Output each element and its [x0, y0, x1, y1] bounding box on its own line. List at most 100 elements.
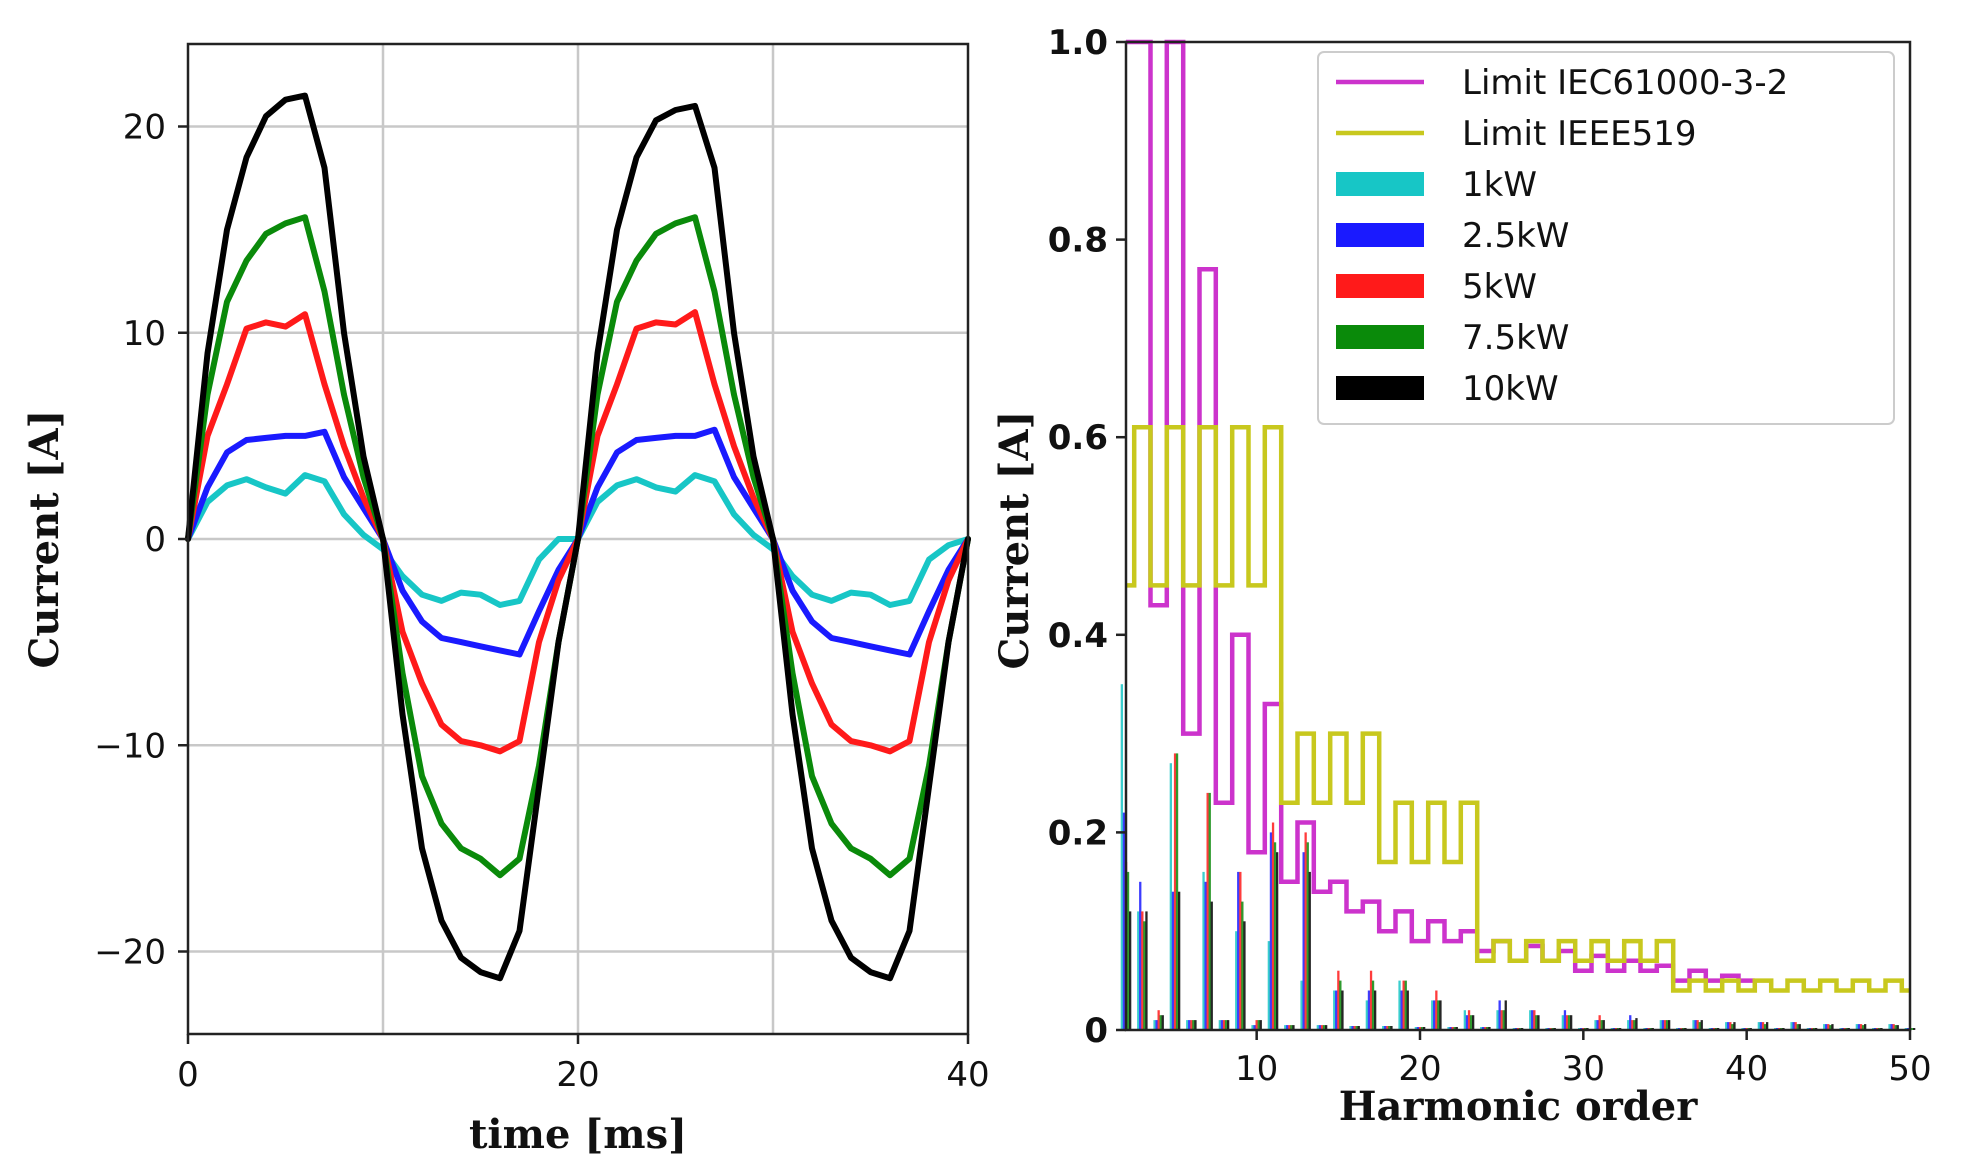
harmonic-bar-5kW-h18: [1386, 1026, 1389, 1030]
harmonic-bar-10kW-h17: [1374, 990, 1377, 1030]
harmonic-bar-7.5kW-h31: [1600, 1020, 1603, 1030]
harmonic-bar-10kW-h50: [1913, 1028, 1916, 1030]
harmonic-bar-7.5kW-h8: [1224, 1020, 1228, 1030]
harmonic-bar-10kW-h20: [1423, 1027, 1426, 1030]
harmonic-bar-1kW-h31: [1594, 1020, 1597, 1030]
harmonic-bar-7.5kW-h5: [1175, 753, 1179, 1030]
harmonic-bar-7.5kW-h22: [1453, 1027, 1456, 1030]
harmonic-bar-7.5kW-h14: [1322, 1025, 1326, 1030]
harmonic-bar-1kW-h15: [1333, 990, 1336, 1030]
harmonic-bar-5kW-h10: [1255, 1020, 1258, 1030]
harmonic-bar-10kW-h25: [1504, 1000, 1507, 1030]
harmonic-bar-1kW-h20: [1414, 1027, 1417, 1030]
harmonic-bar-7.5kW-h50: [1910, 1028, 1914, 1030]
harmonics-y-axis-label: Current [A]: [991, 411, 1038, 670]
harmonic-bar-7.5kW-h47: [1861, 1025, 1865, 1030]
harmonic-bar-10kW-h49: [1896, 1025, 1899, 1030]
harmonic-bar-2.5kW-h29: [1563, 1010, 1567, 1030]
harmonic-bar-1kW-h16: [1349, 1026, 1352, 1030]
harmonic-bar-10kW-h29: [1570, 1015, 1573, 1030]
harmonic-bar-10kW-h8: [1227, 1020, 1230, 1030]
harmonic-bar-5kW-h27: [1533, 1010, 1536, 1030]
harmonic-bar-10kW-h5: [1178, 891, 1181, 1030]
harmonic-bar-2.5kW-h6: [1188, 1020, 1191, 1030]
harmonic-bar-2.5kW-h12: [1286, 1025, 1289, 1030]
harmonic-bar-5kW-h5: [1173, 753, 1177, 1030]
harmonic-bar-5kW-h20: [1418, 1027, 1422, 1030]
harmonic-bar-10kW-h18: [1390, 1026, 1393, 1030]
limit-line-Limit-IEEE519: [1126, 425, 1910, 993]
harmonic-bar-10kW-h14: [1325, 1025, 1328, 1030]
harmonic-bar-5kW-h31: [1598, 1015, 1601, 1030]
legend-label: Limit IEEE519: [1462, 114, 1696, 154]
harmonic-bar-2.5kW-h5: [1171, 891, 1175, 1030]
waveform-y-ticks: −20 −10 0 10 20: [94, 108, 188, 973]
harmonic-bar-7.5kW-h41: [1763, 1024, 1767, 1030]
harmonic-bar-2.5kW-h14: [1318, 1025, 1322, 1030]
harmonic-bar-2.5kW-h4: [1155, 1020, 1158, 1030]
harmonic-bar-7.5kW-h16: [1355, 1026, 1358, 1030]
waveform-y-axis-label: Current [A]: [21, 410, 68, 669]
harmonic-bar-5kW-h47: [1859, 1024, 1863, 1030]
harmonic-bar-7.5kW-h39: [1731, 1024, 1734, 1030]
harmonic-bar-5kW-h22: [1451, 1027, 1454, 1030]
harmonic-bar-7.5kW-h13: [1306, 842, 1309, 1030]
harmonic-bar-7.5kW-h10: [1257, 1020, 1260, 1030]
harmonic-bar-1kW-h27: [1529, 1010, 1532, 1030]
legend-swatch-patch: [1336, 172, 1424, 196]
waveform-x-tick-label: 0: [177, 1055, 199, 1095]
harmonic-bar-2.5kW-h43: [1792, 1022, 1795, 1030]
harmonic-bar-2.5kW-h16: [1351, 1026, 1354, 1030]
harmonic-bar-5kW-h29: [1565, 1015, 1569, 1030]
legend-box: [1317, 51, 1895, 425]
harmonic-limit-lines: [1126, 39, 1910, 993]
harmonic-bar-2.5kW-h37: [1694, 1020, 1697, 1030]
waveform-y-tick-label: 0: [144, 520, 166, 560]
harmonic-bar-7.5kW-h45: [1829, 1025, 1832, 1030]
harmonic-bar-1kW-h43: [1790, 1022, 1793, 1030]
waveform-y-tick-label: 10: [123, 314, 166, 354]
harmonic-bar-7.5kW-h9: [1241, 901, 1244, 1030]
harmonics-x-tick-label: 30: [1562, 1049, 1605, 1089]
harmonic-bar-2.5kW-h24: [1482, 1027, 1485, 1030]
harmonic-bar-1kW-h23: [1463, 1010, 1466, 1030]
harmonic-bar-5kW-h43: [1794, 1022, 1797, 1030]
harmonic-bar-2.5kW-h47: [1857, 1024, 1861, 1030]
harmonic-bar-5kW-h3: [1141, 911, 1144, 1030]
harmonic-bar-2.5kW-h39: [1727, 1022, 1730, 1030]
legend-swatch-patch: [1336, 274, 1424, 298]
waveform-x-ticks: 0 20 40: [177, 1034, 990, 1095]
harmonic-bar-5kW-h7: [1206, 792, 1209, 1030]
harmonic-bar-1kW-h47: [1855, 1024, 1858, 1030]
harmonic-bar-7.5kW-h35: [1665, 1020, 1669, 1030]
harmonic-bar-7.5kW-h15: [1339, 980, 1342, 1030]
harmonic-bar-5kW-h49: [1892, 1024, 1895, 1030]
harmonic-bar-10kW-h31: [1602, 1020, 1605, 1030]
waveform-x-tick-label: 40: [946, 1055, 989, 1095]
harmonic-bar-7.5kW-h19: [1404, 980, 1407, 1030]
harmonic-bar-10kW-h10: [1259, 1020, 1262, 1030]
harmonic-bar-10kW-h12: [1292, 1025, 1295, 1030]
harmonic-bar-2.5kW-h8: [1220, 1020, 1224, 1030]
harmonic-bar-2.5kW-h11: [1269, 832, 1273, 1030]
harmonic-bar-5kW-h6: [1190, 1020, 1193, 1030]
waveform-y-tick-label: −10: [94, 726, 166, 766]
harmonic-bar-5kW-h21: [1435, 990, 1438, 1030]
harmonic-bar-5kW-h11: [1271, 822, 1275, 1030]
harmonic-bar-5kW-h41: [1761, 1022, 1765, 1030]
harmonic-bar-1kW-h21: [1431, 1000, 1434, 1030]
harmonic-bar-7.5kW-h11: [1273, 842, 1277, 1030]
legend-label: 10kW: [1462, 369, 1559, 409]
harmonic-bar-1kW-h49: [1888, 1024, 1891, 1030]
harmonic-bar-10kW-h13: [1308, 871, 1311, 1030]
harmonic-bar-1kW-h18: [1382, 1026, 1385, 1030]
harmonics-y-tick-label: 1.0: [1048, 23, 1108, 63]
harmonic-bar-7.5kW-h17: [1371, 980, 1375, 1030]
harmonic-bar-7.5kW-h20: [1420, 1027, 1424, 1030]
harmonic-bar-10kW-h47: [1864, 1024, 1867, 1030]
harmonic-bar-2.5kW-h45: [1825, 1024, 1828, 1030]
harmonics-x-tick-label: 50: [1888, 1049, 1931, 1089]
harmonic-bar-5kW-h19: [1402, 980, 1405, 1030]
harmonic-bar-7.5kW-h18: [1388, 1026, 1391, 1030]
harmonic-bar-5kW-h9: [1239, 871, 1242, 1030]
